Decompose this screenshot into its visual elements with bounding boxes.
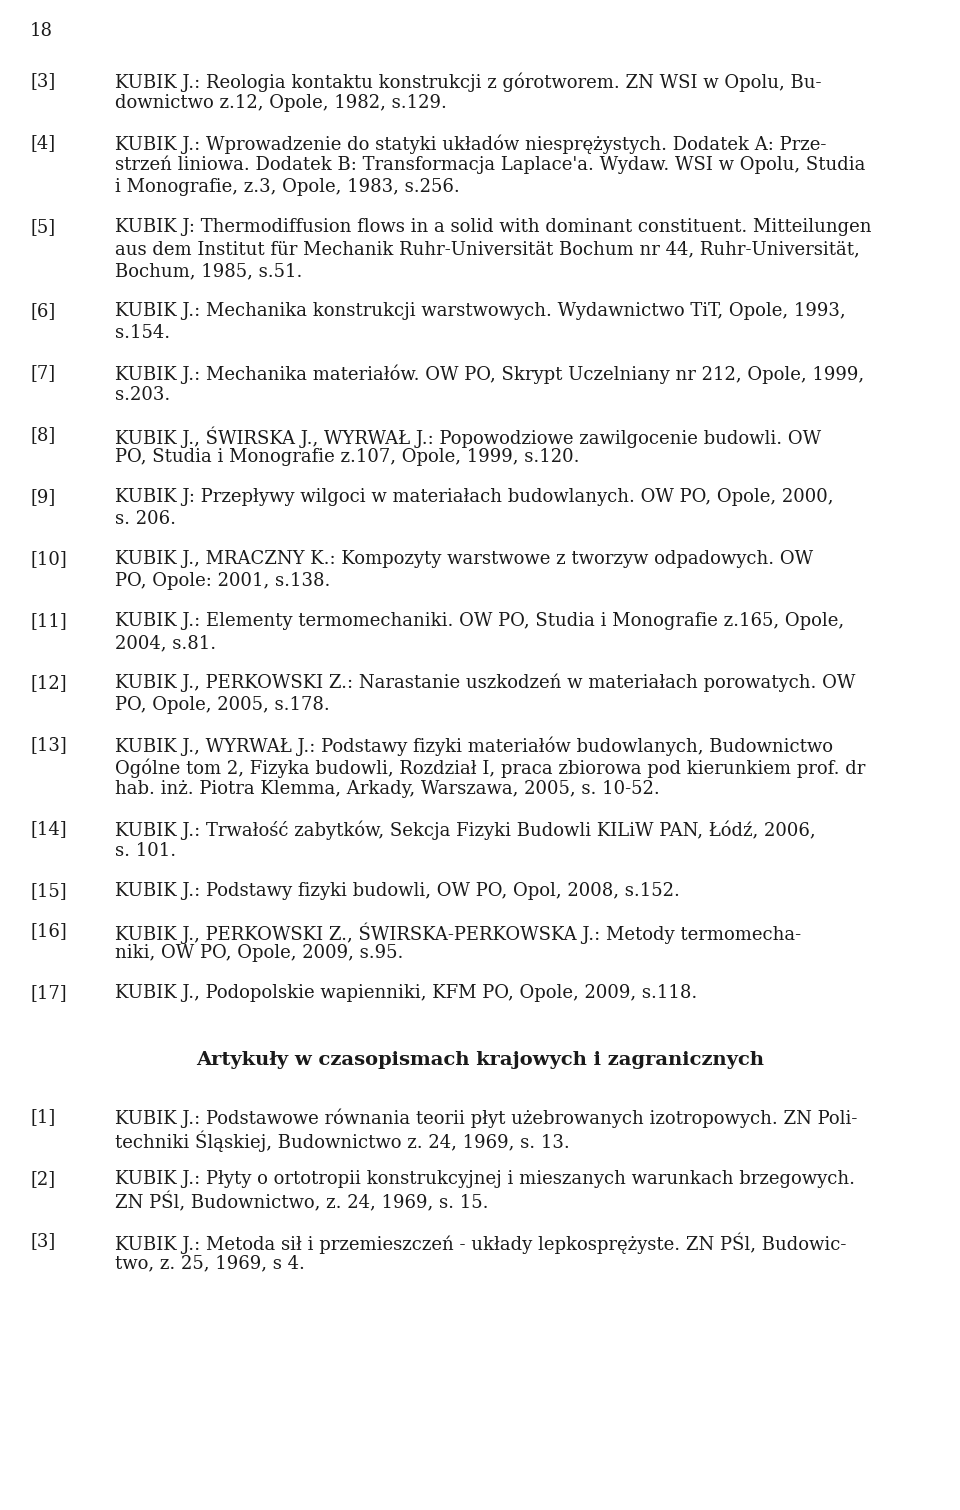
Text: KUBIK J., PERKOWSKI Z.: Narastanie uszkodzeń w materiałach porowatych. OW: KUBIK J., PERKOWSKI Z.: Narastanie uszko… xyxy=(115,673,855,693)
Text: KUBIK J., ŚWIRSKA J., WYRWAŁ J.: Popowodziowe zawilgocenie budowli. OW: KUBIK J., ŚWIRSKA J., WYRWAŁ J.: Popowod… xyxy=(115,426,821,447)
Text: [15]: [15] xyxy=(30,882,66,900)
Text: [8]: [8] xyxy=(30,426,56,444)
Text: KUBIK J: Przepływy wilgoci w materiałach budowlanych. OW PO, Opole, 2000,: KUBIK J: Przepływy wilgoci w materiałach… xyxy=(115,488,833,506)
Text: niki, OW PO, Opole, 2009, s.95.: niki, OW PO, Opole, 2009, s.95. xyxy=(115,944,403,962)
Text: PO, Opole: 2001, s.138.: PO, Opole: 2001, s.138. xyxy=(115,572,330,590)
Text: downictwo z.12, Opole, 1982, s.129.: downictwo z.12, Opole, 1982, s.129. xyxy=(115,94,446,112)
Text: Ogólne tom 2, Fizyka budowli, Rozdział I, praca zbiorowa pod kierunkiem prof. dr: Ogólne tom 2, Fizyka budowli, Rozdział I… xyxy=(115,758,865,778)
Text: KUBIK J.: Mechanika materiałów. OW PO, Skrypt Uczelniany nr 212, Opole, 1999,: KUBIK J.: Mechanika materiałów. OW PO, S… xyxy=(115,364,864,384)
Text: KUBIK J., WYRWAŁ J.: Podstawy fizyki materiałów budowlanych, Budownictwo: KUBIK J., WYRWAŁ J.: Podstawy fizyki mat… xyxy=(115,735,833,755)
Text: ZN PŚl, Budownictwo, z. 24, 1969, s. 15.: ZN PŚl, Budownictwo, z. 24, 1969, s. 15. xyxy=(115,1191,489,1213)
Text: s.203.: s.203. xyxy=(115,387,170,405)
Text: hab. inż. Piotra Klemma, Arkady, Warszawa, 2005, s. 10-52.: hab. inż. Piotra Klemma, Arkady, Warszaw… xyxy=(115,781,660,797)
Text: KUBIK J.: Podstawowe równania teorii płyt użebrowanych izotropowych. ZN Poli-: KUBIK J.: Podstawowe równania teorii pły… xyxy=(115,1108,857,1128)
Text: s. 101.: s. 101. xyxy=(115,843,176,861)
Text: 2004, s.81.: 2004, s.81. xyxy=(115,634,216,652)
Text: [14]: [14] xyxy=(30,820,66,838)
Text: [11]: [11] xyxy=(30,612,67,630)
Text: Artykuły w czasopismach krajowych i zagranicznych: Artykuły w czasopismach krajowych i zagr… xyxy=(196,1051,764,1069)
Text: two, z. 25, 1969, s 4.: two, z. 25, 1969, s 4. xyxy=(115,1253,305,1271)
Text: KUBIK J: Thermodiffusion flows in a solid with dominant constituent. Mitteilunge: KUBIK J: Thermodiffusion flows in a soli… xyxy=(115,217,872,236)
Text: [9]: [9] xyxy=(30,488,56,506)
Text: [6]: [6] xyxy=(30,302,56,320)
Text: KUBIK J.: Metoda sił i przemieszczeń - układy lepkosprężyste. ZN PŚl, Budowic-: KUBIK J.: Metoda sił i przemieszczeń - u… xyxy=(115,1232,847,1253)
Text: 18: 18 xyxy=(30,23,53,39)
Text: techniki Śląskiej, Budownictwo z. 24, 1969, s. 13.: techniki Śląskiej, Budownictwo z. 24, 19… xyxy=(115,1129,569,1152)
Text: KUBIK J., Podopolskie wapienniki, KFM PO, Opole, 2009, s.118.: KUBIK J., Podopolskie wapienniki, KFM PO… xyxy=(115,985,697,1003)
Text: KUBIK J.: Podstawy fizyki budowli, OW PO, Opol, 2008, s.152.: KUBIK J.: Podstawy fizyki budowli, OW PO… xyxy=(115,882,680,900)
Text: [5]: [5] xyxy=(30,217,55,236)
Text: PO, Opole, 2005, s.178.: PO, Opole, 2005, s.178. xyxy=(115,696,329,714)
Text: KUBIK J.: Płyty o ortotropii konstrukcyjnej i mieszanych warunkach brzegowych.: KUBIK J.: Płyty o ortotropii konstrukcyj… xyxy=(115,1170,855,1188)
Text: KUBIK J., PERKOWSKI Z., ŚWIRSKA-PERKOWSKA J.: Metody termomecha-: KUBIK J., PERKOWSKI Z., ŚWIRSKA-PERKOWSK… xyxy=(115,923,802,944)
Text: s.154.: s.154. xyxy=(115,325,170,341)
Text: PO, Studia i Monografie z.107, Opole, 1999, s.120.: PO, Studia i Monografie z.107, Opole, 19… xyxy=(115,448,580,467)
Text: [12]: [12] xyxy=(30,673,66,692)
Text: [3]: [3] xyxy=(30,72,56,91)
Text: KUBIK J.: Wprowadzenie do statyki układów niesprężystych. Dodatek A: Prze-: KUBIK J.: Wprowadzenie do statyki układó… xyxy=(115,134,827,154)
Text: [3]: [3] xyxy=(30,1232,56,1250)
Text: KUBIK J.: Reologia kontaktu konstrukcji z górotworem. ZN WSI w Opolu, Bu-: KUBIK J.: Reologia kontaktu konstrukcji … xyxy=(115,72,822,92)
Text: s. 206.: s. 206. xyxy=(115,510,176,528)
Text: i Monografie, z.3, Opole, 1983, s.256.: i Monografie, z.3, Opole, 1983, s.256. xyxy=(115,178,460,196)
Text: KUBIK J., MRACZNY K.: Kompozyty warstwowe z tworzyw odpadowych. OW: KUBIK J., MRACZNY K.: Kompozyty warstwow… xyxy=(115,550,813,568)
Text: [7]: [7] xyxy=(30,364,55,382)
Text: KUBIK J.: Trwałość zabytków, Sekcja Fizyki Budowli KILiW PAN, Łódź, 2006,: KUBIK J.: Trwałość zabytków, Sekcja Fizy… xyxy=(115,820,816,840)
Text: KUBIK J.: Elementy termomechaniki. OW PO, Studia i Monografie z.165, Opole,: KUBIK J.: Elementy termomechaniki. OW PO… xyxy=(115,612,844,630)
Text: aus dem Institut für Mechanik Ruhr-Universität Bochum nr 44, Ruhr-Universität,: aus dem Institut für Mechanik Ruhr-Unive… xyxy=(115,240,860,258)
Text: [17]: [17] xyxy=(30,985,66,1003)
Text: [16]: [16] xyxy=(30,923,67,941)
Text: [4]: [4] xyxy=(30,134,55,153)
Text: [10]: [10] xyxy=(30,550,67,568)
Text: [13]: [13] xyxy=(30,735,67,753)
Text: strzeń liniowa. Dodatek B: Transformacja Laplace'a. Wydaw. WSI w Opolu, Studia: strzeń liniowa. Dodatek B: Transformacja… xyxy=(115,156,865,175)
Text: Bochum, 1985, s.51.: Bochum, 1985, s.51. xyxy=(115,263,302,279)
Text: [2]: [2] xyxy=(30,1170,55,1188)
Text: [1]: [1] xyxy=(30,1108,56,1126)
Text: KUBIK J.: Mechanika konstrukcji warstwowych. Wydawnictwo TiT, Opole, 1993,: KUBIK J.: Mechanika konstrukcji warstwow… xyxy=(115,302,846,320)
